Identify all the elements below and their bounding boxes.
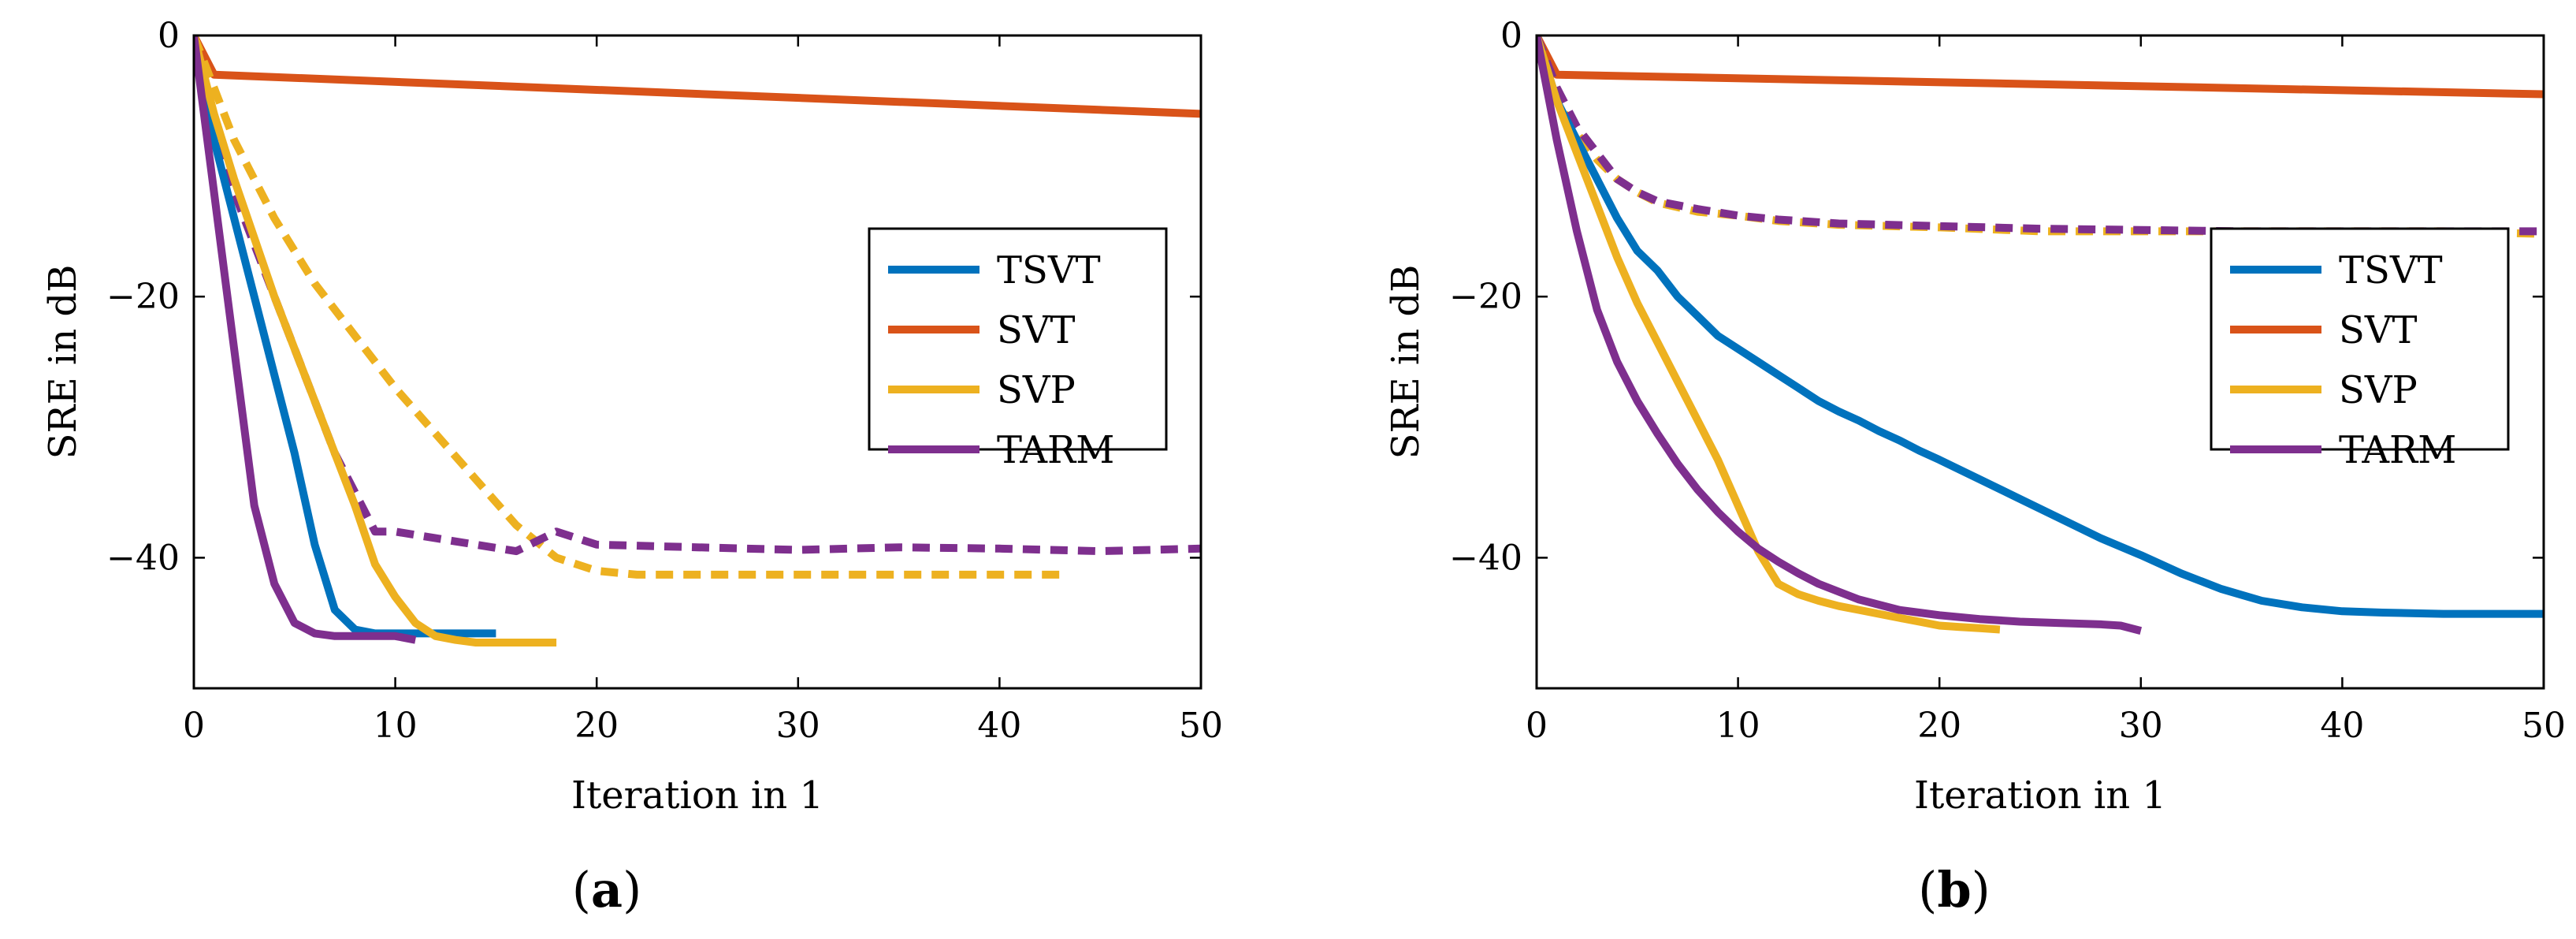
x-tick-label: 10 bbox=[1716, 706, 1760, 746]
x-tick-label: 50 bbox=[2522, 706, 2566, 746]
x-tick-label: 30 bbox=[2119, 706, 2163, 746]
panel-letter: a bbox=[591, 861, 623, 919]
x-tick-label: 20 bbox=[574, 706, 619, 746]
plot-frame bbox=[1535, 34, 2545, 690]
panel-letter: b bbox=[1937, 861, 1971, 919]
x-axis-label: Iteration in 1 bbox=[1914, 773, 2166, 818]
series-line-svt-solid bbox=[1537, 35, 2544, 99]
series-line-svp-solid bbox=[1537, 35, 2001, 634]
legend-label-svp: SVP bbox=[2339, 368, 2418, 412]
legend-label-svp: SVP bbox=[997, 368, 1076, 412]
panel-label: (b) bbox=[1918, 861, 1991, 919]
x-tick-label: 40 bbox=[2320, 706, 2364, 746]
legend-label-tsvt: TSVT bbox=[997, 248, 1101, 293]
series-line-svp-dashed bbox=[1537, 35, 2544, 238]
series-line-tarm-dashed bbox=[1537, 35, 2544, 236]
series-line-tarm-solid bbox=[1537, 35, 2143, 635]
y-tick-label: −20 bbox=[106, 277, 180, 317]
legend-label-svt: SVT bbox=[2339, 308, 2418, 352]
legend-label-svt: SVT bbox=[997, 308, 1076, 352]
x-tick-label: 0 bbox=[1526, 706, 1548, 746]
legend: TSVT SVT SVP TARM bbox=[868, 227, 1168, 472]
series-line-svp-solid bbox=[194, 35, 557, 646]
panel-label: (a) bbox=[572, 861, 642, 919]
series-line-tsvt-solid bbox=[194, 35, 496, 638]
series-line-tsvt-solid bbox=[1537, 35, 2544, 618]
series-group bbox=[194, 35, 1201, 646]
y-axis-label: SRE in dB bbox=[1384, 265, 1428, 460]
series-group bbox=[1537, 35, 2544, 635]
y-tick-label: 0 bbox=[158, 16, 180, 56]
plot-frame bbox=[192, 34, 1203, 690]
series-line-tarm-solid bbox=[194, 35, 417, 644]
x-tick-label: 10 bbox=[374, 706, 418, 746]
x-tick-label: 40 bbox=[977, 706, 1021, 746]
y-tick-label: −20 bbox=[1449, 277, 1522, 317]
series-line-svp-dashed bbox=[194, 35, 1061, 579]
y-tick-label: −40 bbox=[106, 538, 180, 578]
series-line-svt-solid bbox=[194, 35, 1201, 118]
legend-label-tarm: TARM bbox=[997, 428, 1114, 472]
chart-panel-b: 0 10 20 30 40 50 0 −20 −40 Iteration in 1 SRE in d… bbox=[1384, 16, 2566, 919]
y-tick-label: −40 bbox=[1449, 538, 1522, 578]
x-axis-label: Iteration in 1 bbox=[571, 773, 823, 818]
legend-label-tsvt: TSVT bbox=[2339, 248, 2443, 293]
legend: TSVT SVT SVP TARM bbox=[2210, 227, 2510, 472]
y-axis-label: SRE in dB bbox=[41, 265, 85, 460]
legend-box bbox=[868, 227, 1168, 451]
legend-label-tarm: TARM bbox=[2339, 428, 2456, 472]
x-tick-label: 30 bbox=[776, 706, 820, 746]
legend-box bbox=[2210, 227, 2510, 451]
chart-panel-a: 0 10 20 30 40 50 0 −20 −40 Iteration in 1 SRE in d… bbox=[41, 16, 1223, 919]
x-tick-label: 50 bbox=[1179, 706, 1223, 746]
x-tick-label: 0 bbox=[183, 706, 205, 746]
y-tick-label: 0 bbox=[1500, 16, 1522, 56]
x-tick-label: 20 bbox=[1917, 706, 1961, 746]
